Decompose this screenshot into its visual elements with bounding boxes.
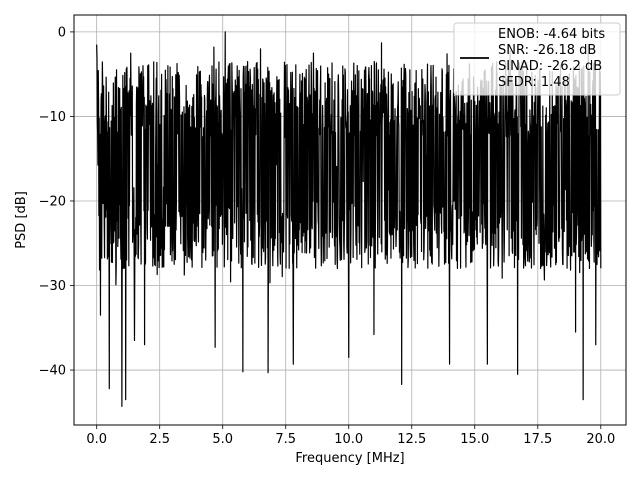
x-tick-label: 15.0 <box>460 432 489 447</box>
plot-frame <box>73 14 627 426</box>
x-tick-label: 20.0 <box>586 432 615 447</box>
x-tick-label: 0.0 <box>86 432 107 447</box>
y-tick-label: −40 <box>39 364 66 379</box>
y-tick-label: 0 <box>58 25 66 40</box>
y-tick-label: −30 <box>39 279 66 294</box>
y-tick-label: −10 <box>39 110 66 125</box>
x-axis-ticks: 0.0 2.5 5.0 7.5 10.0 12.5 15.0 17.5 20.0 <box>86 425 615 447</box>
legend-text-line: ENOB: -4.64 bits <box>498 27 605 42</box>
legend-text-line: SINAD: -26.2 dB <box>498 59 602 74</box>
x-tick-label: 12.5 <box>397 432 426 447</box>
series-layer <box>96 31 602 407</box>
legend-entry-label: ENOB: -4.64 bits SNR: -26.18 dB SINAD: -26… <box>498 27 605 90</box>
x-tick-label: 5.0 <box>212 432 233 447</box>
x-axis-label: Frequency [MHz] <box>295 451 404 466</box>
x-tick-label: 2.5 <box>149 432 170 447</box>
legend: ENOB: -4.64 bits SNR: -26.18 dB SINAD: -26… <box>453 22 621 96</box>
y-axis-label: PSD [dB] <box>14 191 29 249</box>
x-tick-label: 7.5 <box>275 432 296 447</box>
legend-text-line: SFDR: 1.48 <box>498 75 570 90</box>
legend-box <box>453 22 621 96</box>
legend-text-line: SNR: -26.18 dB <box>498 43 596 58</box>
y-tick-label: −20 <box>39 194 66 209</box>
x-tick-label: 17.5 <box>523 432 552 447</box>
y-axis-ticks: 0 −10 −20 −30 −40 <box>39 25 74 379</box>
psd-series-line <box>96 31 602 407</box>
x-tick-label: 10.0 <box>334 432 363 447</box>
